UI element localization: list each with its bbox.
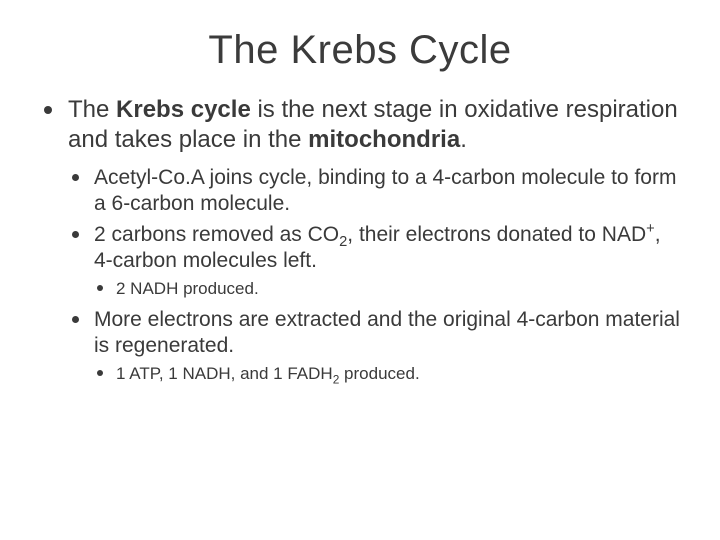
bullet-list-level1: The Krebs cycle is the next stage in oxi… (40, 95, 680, 386)
p2-superscript: + (646, 221, 655, 237)
p3d-text-b: produced. (339, 364, 419, 383)
bullet-item-acetyl: Acetyl-Co.A joins cycle, binding to a 4-… (68, 165, 680, 218)
bullet-item-electrons: More electrons are extracted and the ori… (68, 307, 680, 386)
p3d-text-a: 1 ATP, 1 NADH, and 1 FADH (116, 364, 333, 383)
p3-text: More electrons are extracted and the ori… (94, 308, 680, 357)
bullet-list-level2: Acetyl-Co.A joins cycle, binding to a 4-… (68, 165, 680, 386)
bullet-list-level3a: 2 NADH produced. (94, 278, 680, 301)
p2-text-b: , their electrons donated to NAD (347, 223, 646, 246)
bullet-item-carbons: 2 carbons removed as CO2, their electron… (68, 222, 680, 301)
bullet-list-level3b: 1 ATP, 1 NADH, and 1 FADH2 produced. (94, 363, 680, 386)
bullet-item-main: The Krebs cycle is the next stage in oxi… (40, 95, 680, 386)
intro-text-post: . (460, 126, 467, 153)
slide-title: The Krebs Cycle (40, 28, 680, 73)
intro-bold-mito: mitochondria (308, 126, 460, 153)
p2-text-a: 2 carbons removed as CO (94, 223, 339, 246)
bullet-item-products: 1 ATP, 1 NADH, and 1 FADH2 produced. (94, 363, 680, 386)
intro-text-pre: The (68, 96, 116, 123)
slide: The Krebs Cycle The Krebs cycle is the n… (0, 0, 720, 540)
intro-bold-krebs: Krebs cycle (116, 96, 251, 123)
bullet-item-nadh: 2 NADH produced. (94, 278, 680, 301)
